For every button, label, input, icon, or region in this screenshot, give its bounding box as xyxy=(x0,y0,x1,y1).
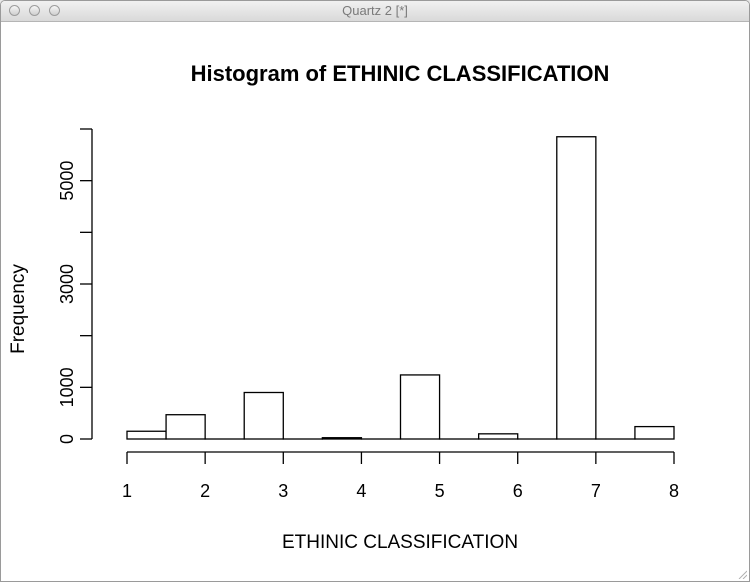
x-tick-label-7: 7 xyxy=(591,481,601,501)
window-title: Quartz 2 [*] xyxy=(342,3,408,18)
histogram-bar-1 xyxy=(126,430,167,440)
x-tick-label-6: 6 xyxy=(513,481,523,501)
chart-title: Histogram of ETHINIC CLASSIFICATION xyxy=(191,61,610,86)
histogram-bar-10 xyxy=(477,433,519,440)
histogram-bar-14 xyxy=(634,425,675,440)
y-tick-label-0: 0 xyxy=(57,434,77,444)
window-titlebar[interactable]: Quartz 2 [*] xyxy=(1,1,749,22)
histogram-bar-4 xyxy=(243,391,284,440)
x-tick-label-2: 2 xyxy=(200,481,210,501)
y-axis: 0 1000 3000 5000 xyxy=(57,128,93,444)
minimize-window-button[interactable] xyxy=(29,5,40,16)
histogram-chart: Histogram of ETHINIC CLASSIFICATION 0 100… xyxy=(8,61,679,553)
x-tick-label-3: 3 xyxy=(278,481,288,501)
y-tick-label-1000: 1000 xyxy=(57,367,77,407)
resize-grip-icon[interactable] xyxy=(737,569,747,579)
x-tick-label-1: 1 xyxy=(122,481,132,501)
y-tick-label-3000: 3000 xyxy=(57,264,77,304)
histogram-bar-6 xyxy=(321,437,363,440)
x-tick-label-5: 5 xyxy=(435,481,445,501)
x-tick-label-4: 4 xyxy=(356,481,366,501)
close-window-button[interactable] xyxy=(9,5,20,16)
x-tick-label-8: 8 xyxy=(669,481,679,501)
x-axis: 1 2 3 4 5 6 7 8 xyxy=(122,451,679,501)
y-axis-label: Frequency xyxy=(8,264,29,354)
x-axis-label: ETHINIC CLASSIFICATION xyxy=(282,532,518,553)
y-tick-label-5000: 5000 xyxy=(57,161,77,201)
zoom-window-button[interactable] xyxy=(49,5,60,16)
histogram-bar-2 xyxy=(165,414,206,440)
bars-group xyxy=(126,136,675,440)
histogram-bar-8 xyxy=(399,374,441,440)
histogram-bar-12 xyxy=(556,136,597,440)
